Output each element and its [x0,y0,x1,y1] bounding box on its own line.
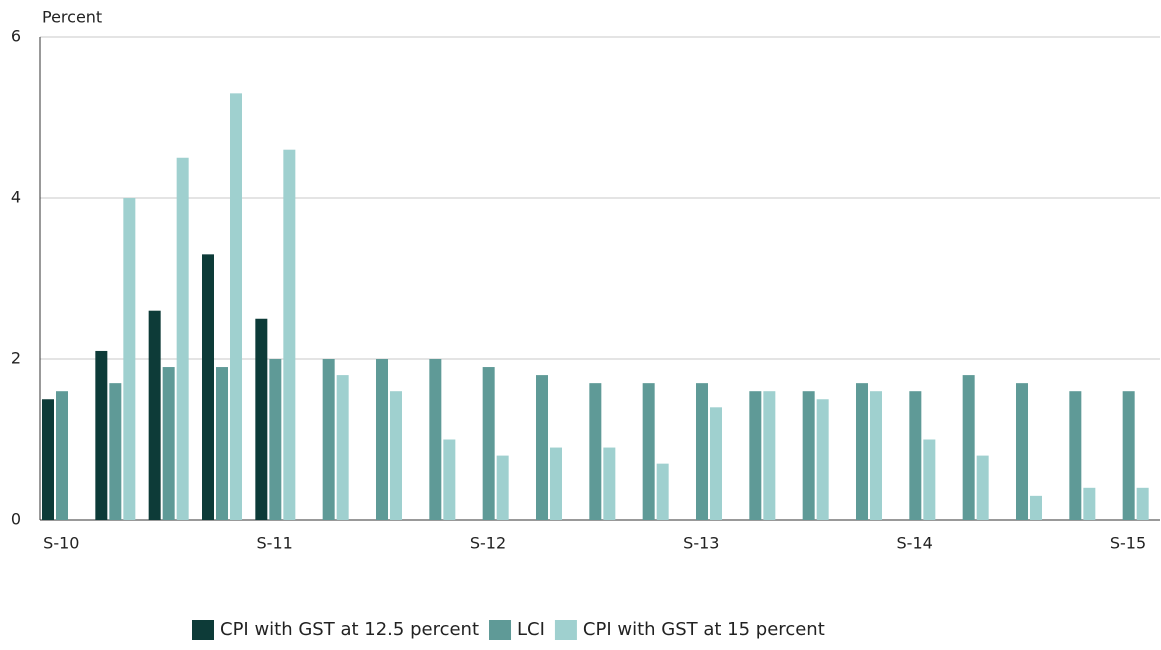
bar [749,391,762,520]
bar [1136,487,1149,520]
bar [856,383,868,520]
legend-label: CPI with GST at 12.5 percent [220,619,479,640]
bar [56,391,68,520]
y-tick-label: 6 [11,27,21,46]
x-tick-label: S-14 [897,534,933,553]
bar [696,383,708,520]
bar [283,149,296,520]
bar [123,198,136,520]
bar [550,447,562,520]
y-axis-label: Percent [42,8,102,27]
bar [589,383,602,520]
bar [802,391,815,520]
x-tick-label: S-10 [43,534,79,553]
bar [1016,383,1028,520]
bar [763,391,776,520]
bar [536,375,548,520]
bar [216,367,228,520]
bar [176,157,189,520]
bar [109,383,122,520]
x-tick-label: S-12 [470,534,506,553]
bar [336,375,349,520]
legend-swatch [554,620,577,640]
bar [376,359,388,520]
bar [1030,495,1042,520]
bar [870,391,882,520]
bar [962,375,975,520]
bar [909,391,922,520]
bar [148,310,161,520]
bar [95,350,108,520]
bar [976,455,989,520]
bar [710,407,722,520]
bar [429,359,442,520]
bar [1083,487,1096,520]
bar [1122,391,1135,520]
bar [255,318,268,520]
legend-label: CPI with GST at 15 percent [583,619,825,640]
x-tick-label: S-11 [257,534,293,553]
x-tick-label: S-15 [1110,534,1146,553]
bar [603,447,616,520]
bar [923,439,936,520]
legend-swatch [192,620,214,640]
bar [443,439,456,520]
y-tick-label: 0 [11,510,21,529]
legend-label: LCI [517,619,545,640]
bar [1069,391,1082,520]
bar [496,455,509,520]
x-tick-label: S-13 [683,534,719,553]
y-tick-label: 2 [11,349,21,368]
legend-swatch [489,620,512,640]
bar [269,359,282,520]
bar [656,463,669,520]
bar [42,399,54,520]
bar [482,367,495,520]
bar [162,367,175,520]
bar [816,399,829,520]
y-tick-label: 4 [11,188,21,207]
bar [202,254,214,520]
bar [322,359,335,520]
bar [642,383,655,520]
bar [390,391,402,520]
bar [230,93,242,520]
